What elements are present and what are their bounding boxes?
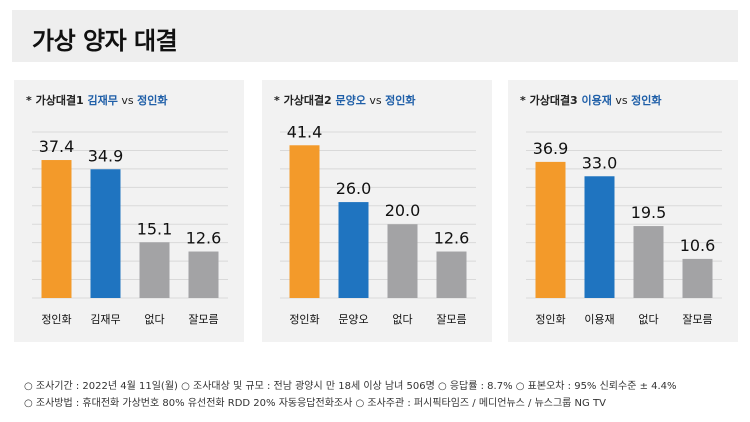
category-label-3: 없다 xyxy=(392,313,412,326)
bar-4 xyxy=(188,251,219,298)
survey-footnote-2: ○ 조사방법 : 휴대전화 가상번호 80% 유선전화 RDD 20% 자동응답… xyxy=(24,398,606,409)
chart-title-vs: vs xyxy=(365,94,386,107)
category-label-4: 잘모름 xyxy=(436,313,466,326)
category-label-2: 이용재 xyxy=(584,313,614,326)
bar-4 xyxy=(436,251,467,298)
chart-title-candidate-b: 정인화 xyxy=(385,94,416,107)
category-label-3: 없다 xyxy=(638,313,658,326)
value-label-2: 33.0 xyxy=(582,153,618,172)
bar-2 xyxy=(338,202,369,298)
category-label-4: 잘모름 xyxy=(682,313,712,326)
chart-title-candidate-a: 김재무 xyxy=(87,94,118,107)
bar-3 xyxy=(387,224,418,298)
bar-chart-2: 41.4 정인화 26.0 문양오 20.0 없다 12.6 잘모름 xyxy=(280,122,476,326)
chart-title-candidate-b: 정인화 xyxy=(137,94,168,107)
chart-title-1: * 가상대결1 김재무 vs 정인화 xyxy=(26,92,168,108)
header-band: 가상 양자 대결 xyxy=(12,10,738,62)
category-label-1: 정인화 xyxy=(535,313,565,326)
category-label-1: 정인화 xyxy=(41,313,71,326)
chart-title-prefix: * 가상대결1 xyxy=(26,94,88,107)
chart-title-prefix: * 가상대결2 xyxy=(274,94,336,107)
value-label-4: 12.6 xyxy=(434,229,470,248)
bar-1 xyxy=(41,160,72,298)
chart-title-candidate-a: 이용재 xyxy=(581,94,612,107)
chart-panel-3: * 가상대결3 이용재 vs 정인화 36.9 정인화 33.0 이용재 19.5 없다 1… xyxy=(508,80,738,342)
chart-panel-1: * 가상대결1 김재무 vs 정인화 37.4 정인화 34.9 김재무 15.1 없다 1… xyxy=(14,80,244,342)
bar-3 xyxy=(139,242,170,298)
chart-title-candidate-b: 정인화 xyxy=(631,94,662,107)
chart-title-2: * 가상대결2 문양오 vs 정인화 xyxy=(274,92,416,108)
bar-3 xyxy=(633,226,664,298)
bar-2 xyxy=(584,176,615,298)
category-label-2: 문양오 xyxy=(338,313,368,326)
chart-title-candidate-a: 문양오 xyxy=(335,94,366,107)
chart-panel-2: * 가상대결2 문양오 vs 정인화 41.4 정인화 26.0 문양오 20.0 없다 1… xyxy=(262,80,492,342)
value-label-2: 34.9 xyxy=(88,146,124,165)
bar-2 xyxy=(90,169,121,298)
value-label-2: 26.0 xyxy=(336,179,372,198)
value-label-4: 10.6 xyxy=(680,236,716,255)
value-label-3: 20.0 xyxy=(385,201,421,220)
category-label-3: 없다 xyxy=(144,313,164,326)
page-title: 가상 양자 대결 xyxy=(32,27,178,55)
chart-title-3: * 가상대결3 이용재 vs 정인화 xyxy=(520,92,662,108)
bar-1 xyxy=(289,145,320,298)
bar-4 xyxy=(682,258,713,298)
chart-title-prefix: * 가상대결3 xyxy=(520,94,582,107)
value-label-3: 19.5 xyxy=(631,203,667,222)
value-label-1: 41.4 xyxy=(287,122,323,141)
category-label-2: 김재무 xyxy=(90,313,120,326)
category-label-1: 정인화 xyxy=(289,313,319,326)
survey-footnote-1: ○ 조사기간 : 2022년 4월 11일(월) ○ 조사대상 및 규모 : 전… xyxy=(24,381,677,392)
bar-chart-1: 37.4 정인화 34.9 김재무 15.1 없다 12.6 잘모름 xyxy=(32,131,228,326)
chart-title-vs: vs xyxy=(117,94,138,107)
value-label-3: 15.1 xyxy=(137,219,173,238)
value-label-4: 12.6 xyxy=(186,229,222,248)
bar-1 xyxy=(535,161,566,298)
category-label-4: 잘모름 xyxy=(188,313,218,326)
bar-chart-3: 36.9 정인화 33.0 이용재 19.5 없다 10.6 잘모름 xyxy=(526,131,722,326)
value-label-1: 36.9 xyxy=(533,139,569,158)
value-label-1: 37.4 xyxy=(39,137,75,156)
chart-title-vs: vs xyxy=(611,94,632,107)
